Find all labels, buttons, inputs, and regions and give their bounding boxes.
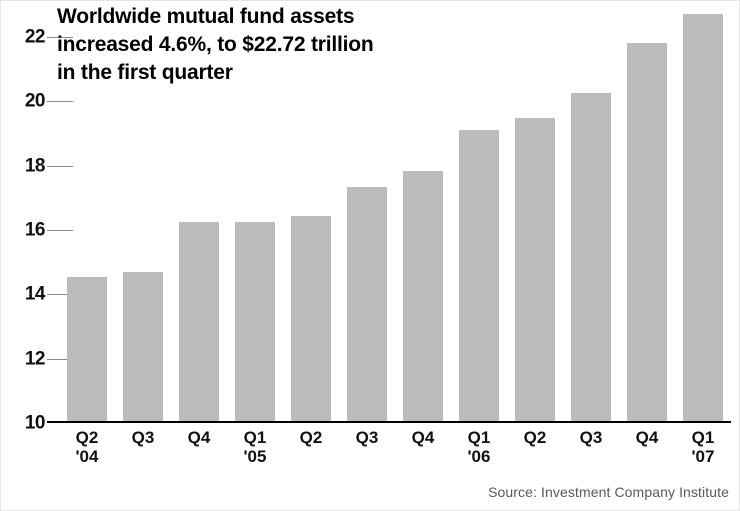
bar	[571, 92, 611, 421]
bar-slot	[563, 11, 619, 421]
bar-slot	[339, 11, 395, 421]
bar	[67, 276, 107, 421]
x-tick-label: Q1'05	[227, 428, 283, 466]
x-tick-quarter: Q3	[355, 428, 379, 447]
bars	[59, 11, 731, 421]
x-tick-year	[115, 447, 171, 466]
x-tick-quarter: Q4	[411, 428, 435, 447]
x-tick-year: '04	[75, 447, 99, 467]
x-tick-quarter: Q2	[75, 428, 99, 447]
bar-slot	[171, 11, 227, 421]
chart-title-line: Worldwide mutual fund assets	[57, 5, 355, 28]
y-tick-label: 22	[24, 26, 46, 48]
y-tick-mark	[47, 36, 73, 38]
bar-slot	[115, 11, 171, 421]
x-axis-line	[47, 421, 731, 423]
x-tick-year	[507, 447, 563, 466]
x-tick-quarter: Q2	[299, 428, 323, 447]
x-tick-label: Q4	[395, 428, 451, 466]
x-tick-year	[171, 447, 227, 466]
bar	[235, 222, 275, 421]
x-tick-quarter: Q3	[131, 428, 155, 447]
bar	[347, 187, 387, 421]
chart-title-line: in the first quarter	[57, 60, 233, 84]
x-tick-quarter: Q4	[635, 428, 659, 447]
bar-slot	[675, 11, 731, 421]
bar-slot	[619, 11, 675, 421]
x-tick-label: Q4	[619, 428, 675, 466]
x-tick-year	[339, 447, 395, 466]
chart-title-line: increased 4.6%, to $22.72 trillion	[57, 32, 374, 56]
x-tick-year: '05	[243, 447, 267, 467]
bar-slot	[451, 11, 507, 421]
x-tick-label: Q3	[339, 428, 395, 466]
x-tick-label: Q1'07	[675, 428, 731, 466]
x-tick-label: Q1'06	[451, 428, 507, 466]
x-tick-year	[283, 447, 339, 466]
x-tick-year	[619, 447, 675, 466]
x-tick-quarter: Q3	[579, 428, 603, 447]
source-text: Source: Investment Company Institute	[488, 484, 729, 500]
x-tick-label: Q3	[563, 428, 619, 466]
x-tick-label: Q3	[115, 428, 171, 466]
x-tick-label: Q2	[283, 428, 339, 466]
bar	[123, 272, 163, 421]
y-tick-label: 18	[24, 155, 46, 176]
y-tick-mark	[47, 101, 73, 103]
bar	[683, 13, 723, 421]
y-tick-mark	[47, 229, 73, 231]
y-tick-mark	[47, 294, 73, 296]
plot-area	[47, 11, 731, 423]
x-tick-label: Q2	[507, 428, 563, 466]
x-axis-labels: Q2'04 Q3 Q4 Q1'05 Q2 Q3 Q4 Q1'06 Q2 Q3 Q4 Q1'07	[59, 428, 731, 466]
bar-slot	[227, 11, 283, 421]
bar-slot	[507, 11, 563, 421]
chart-title: Worldwide mutual fund assets increased 4.…	[57, 3, 374, 87]
bar-slot	[59, 11, 115, 421]
bar-slot	[395, 11, 451, 421]
bar	[291, 216, 331, 421]
bar	[179, 222, 219, 421]
x-tick-quarter: Q2	[523, 428, 547, 447]
y-axis: 10 12 14 16 18 20 22	[7, 11, 46, 432]
bar	[627, 43, 667, 421]
x-tick-quarter: Q1	[243, 428, 267, 447]
bar-slot	[283, 11, 339, 421]
y-tick-label: 10	[24, 412, 46, 434]
x-tick-year	[395, 447, 451, 466]
y-tick-label: 16	[24, 219, 46, 241]
bar	[403, 171, 443, 421]
y-tick-mark	[47, 358, 73, 360]
y-tick-label: 20	[24, 90, 46, 112]
bar	[515, 118, 555, 421]
y-tick-mark	[47, 165, 73, 167]
x-tick-year: '07	[691, 447, 715, 467]
y-tick-label: 14	[24, 283, 46, 305]
x-tick-year	[563, 447, 619, 466]
x-tick-quarter: Q1	[467, 428, 491, 447]
x-tick-quarter: Q4	[187, 428, 211, 447]
x-tick-quarter: Q1	[691, 428, 715, 447]
x-tick-year: '06	[467, 447, 491, 467]
y-tick-label: 12	[24, 348, 46, 370]
bar	[459, 129, 499, 421]
x-tick-label: Q4	[171, 428, 227, 466]
x-tick-label: Q2'04	[59, 428, 115, 466]
